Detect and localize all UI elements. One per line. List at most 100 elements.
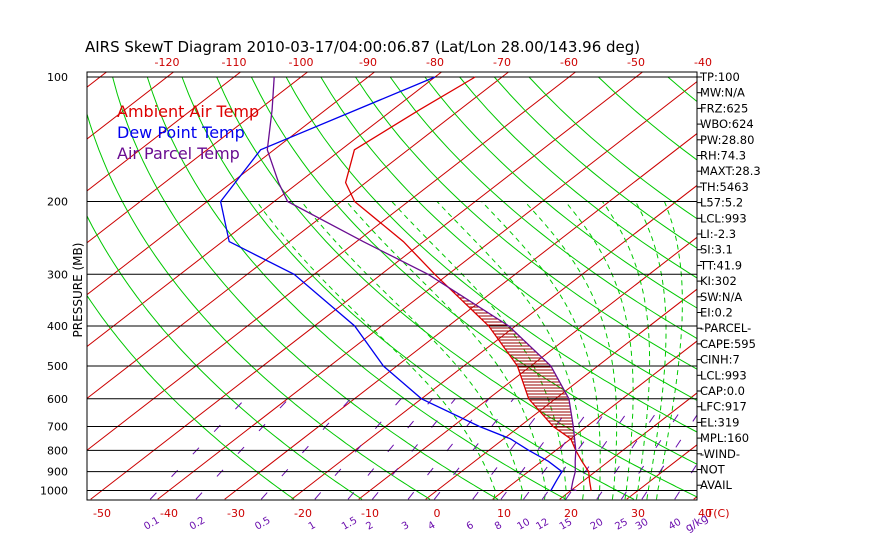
index-label: MAXT:28.3 (700, 164, 761, 178)
mixing-ratio-line (565, 398, 638, 500)
legend: Ambient Air Temp Dew Point Temp Air Parc… (117, 102, 259, 163)
isotherm-line (425, 288, 697, 500)
index-label: LCL:993 (700, 211, 747, 225)
mixing-ratio-label: 0.2 (188, 515, 207, 532)
pressure-label: 300 (47, 268, 68, 281)
index-label: LI:-2.3 (700, 227, 736, 241)
index-label: MPL:160 (700, 431, 749, 445)
bottom-temp-tick-label: 10 (497, 507, 511, 520)
isotherm-line (291, 184, 697, 500)
index-label: CINH:7 (700, 353, 740, 367)
pressure-label: 900 (47, 466, 68, 479)
top-temp-tick-label: -110 (222, 56, 247, 69)
legend-parcel: Air Parcel Temp (117, 144, 240, 163)
mixing-ratio-label: 20 (589, 517, 606, 533)
mixing-ratio-label: 6 (465, 520, 476, 533)
moist-adiabat-lines (256, 201, 683, 500)
mixing-ratio-line (472, 398, 550, 500)
dry-adiabat-line (355, 76, 697, 370)
moist-adiabat-line (601, 201, 651, 500)
dry-adiabat-line (459, 76, 697, 279)
index-label: SW:N/A (700, 290, 742, 304)
pressure-label: 100 (47, 71, 68, 84)
pressure-tick-labels: 100 200 300 400 500 600 700 800 900 1000 (40, 71, 68, 497)
dry-adiabat-line (181, 76, 635, 500)
moist-adiabat-line (301, 201, 523, 500)
mixing-ratio-label: 12 (534, 517, 551, 533)
index-label: PW:28.80 (700, 133, 754, 147)
mixing-ratio-lines (149, 398, 697, 500)
index-label: KI:302 (700, 274, 737, 288)
mixing-ratio-label: 0.5 (253, 515, 272, 532)
isotherm-line (157, 81, 697, 500)
pressure-label: 1000 (40, 485, 68, 498)
dry-adiabat-line (667, 76, 697, 103)
parcel-temp-line (266, 76, 577, 492)
mixing-ratio-line (500, 398, 577, 500)
mixing-ratio-line (407, 398, 490, 500)
mixing-ratio-line (149, 398, 246, 500)
dewpoint-line (219, 76, 563, 491)
dry-adiabat-line (250, 76, 697, 465)
dry-adiabat-line (216, 76, 697, 498)
bottom-temp-tick-label: -40 (160, 507, 178, 520)
index-label: EI:0.2 (700, 306, 733, 320)
dry-adiabat-line (87, 294, 295, 500)
isotherm-line (224, 132, 697, 500)
moist-adiabat-line (436, 201, 585, 500)
pressure-label: 800 (47, 444, 68, 457)
dry-adiabat-line (87, 214, 363, 500)
moist-adiabat-line (256, 201, 496, 500)
dry-adiabat-line (285, 76, 697, 433)
index-label: WBO:624 (700, 117, 754, 131)
pressure-label: 700 (47, 420, 68, 433)
mixing-ratio-line (372, 398, 456, 500)
mixing-ratio-line (433, 398, 514, 500)
top-temp-tick-label: -70 (493, 56, 511, 69)
index-label: -PARCEL- (700, 321, 751, 335)
isotherm-line (87, 72, 309, 244)
isotherm-line (492, 340, 697, 500)
isotherm-line (0, 68, 45, 499)
top-temp-tick-label: -120 (155, 56, 180, 69)
mixing-ratio-line (620, 398, 690, 500)
bottom-temp-tick-label: 0 (434, 507, 441, 520)
mixing-ratio-line (260, 398, 351, 500)
mixing-ratio-line (523, 398, 598, 500)
index-label: TH:5463 (699, 180, 749, 194)
top-temperature-ticks: -120 -110 -100 -90 -80 -70 -60 -50 -40 (155, 56, 712, 69)
dry-adiabat-line (737, 77, 870, 499)
top-temp-tick-label: -80 (426, 56, 444, 69)
dry-adiabat-line (389, 76, 697, 340)
dry-adiabat-line (807, 77, 870, 499)
dry-adiabat-line (424, 76, 697, 309)
mixing-ratio-label: 25 (613, 517, 630, 533)
top-temp-tick-label: -60 (560, 56, 578, 69)
bottom-temperature-ticks: -50 -40 -30 -20 -10 0 10 20 30 40 (93, 507, 712, 520)
plot-frame (86, 71, 698, 501)
chart-title: AIRS SkewT Diagram 2010-03-17/04:00:06.8… (85, 38, 640, 56)
index-label: L57:5.2 (700, 196, 743, 210)
isotherm-line (87, 72, 577, 451)
bottom-temp-tick-label: 30 (631, 507, 645, 520)
mixing-ratio-label: 4 (426, 520, 437, 533)
mixing-ratio-line (314, 398, 402, 500)
mixing-ratio-label: 40 (667, 517, 684, 533)
bottom-temp-tick-label: -20 (294, 507, 312, 520)
index-label: CAPE:595 (700, 337, 756, 351)
mixing-ratio-line (195, 398, 289, 500)
moist-adiabat-line (481, 201, 601, 500)
dry-adiabat-line (493, 76, 697, 249)
moist-adiabat-line (564, 201, 634, 500)
top-temp-tick-label: -50 (627, 56, 645, 69)
index-label: CAP:0.0 (700, 384, 745, 398)
pressure-label: 500 (47, 360, 68, 373)
legend-dewpoint: Dew Point Temp (117, 123, 245, 142)
pressure-label: 400 (47, 320, 68, 333)
index-label: NOT (700, 463, 726, 477)
mixing-ratio-line (347, 398, 433, 500)
mixing-ratio-label: 8 (493, 520, 504, 533)
index-label: MW:N/A (700, 86, 745, 100)
